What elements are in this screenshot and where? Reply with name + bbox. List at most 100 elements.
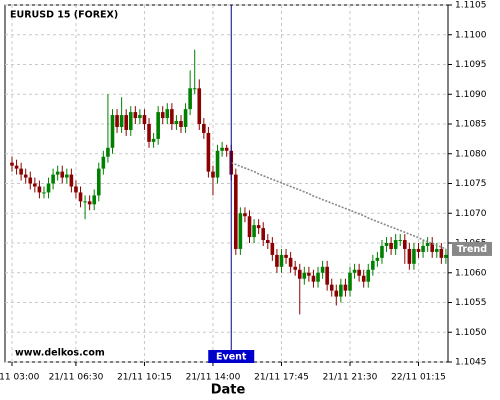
- candle-body: [142, 115, 147, 124]
- candle-body: [238, 213, 243, 249]
- candle-body: [243, 213, 247, 217]
- candle-body: [265, 240, 270, 243]
- y-tick-label: 1.1105: [455, 1, 487, 11]
- candle-body: [151, 138, 156, 142]
- candle-body: [28, 177, 33, 184]
- candle-body: [14, 165, 19, 169]
- candle-body: [316, 272, 320, 282]
- candle-body: [352, 269, 357, 273]
- candle-body: [325, 266, 329, 285]
- candle-body: [110, 115, 115, 148]
- y-tick-label: 1.1055: [455, 298, 487, 308]
- candle-body: [357, 269, 361, 276]
- candle-body: [124, 115, 128, 130]
- candle-body: [138, 115, 142, 119]
- y-tick-label: 1.1095: [455, 60, 487, 70]
- candle-body: [293, 266, 297, 270]
- candle-body: [416, 248, 421, 252]
- y-tick-label: 1.1075: [455, 179, 487, 189]
- candle-body: [297, 269, 302, 279]
- candle-body: [133, 112, 138, 119]
- candle-body: [247, 216, 252, 238]
- candle-body: [156, 112, 160, 139]
- candle-body: [160, 112, 165, 119]
- candle-body: [380, 245, 384, 258]
- candle-body: [275, 254, 279, 267]
- candle-body: [375, 257, 380, 261]
- candle-body: [439, 248, 444, 258]
- candle-body: [220, 147, 224, 151]
- candle-body: [434, 248, 439, 252]
- candle-body: [101, 156, 106, 169]
- candle-body: [288, 257, 293, 267]
- candle-body: [74, 186, 78, 193]
- candle-body: [389, 243, 393, 249]
- candle-body: [165, 109, 170, 119]
- x-tick-label: 21/11 14:00: [186, 373, 241, 383]
- candle-body: [202, 124, 206, 133]
- candle-body: [348, 272, 352, 291]
- x-tick-label: 21/11 17:45: [254, 373, 309, 383]
- candle-body: [425, 243, 430, 246]
- y-tick-label: 1.1070: [455, 209, 487, 219]
- candle-body: [307, 272, 311, 276]
- candle-body: [334, 290, 339, 297]
- candle-body: [55, 171, 60, 175]
- candle-body: [403, 240, 407, 249]
- candle-body: [430, 243, 435, 252]
- candle-body: [188, 88, 192, 110]
- candle-body: [444, 254, 448, 258]
- candle-body: [234, 174, 238, 249]
- y-tick-label: 1.1100: [455, 30, 487, 40]
- event-label-box: [208, 350, 255, 363]
- candle-body: [302, 272, 307, 279]
- y-tick-label: 1.1080: [455, 149, 487, 159]
- candle-body: [78, 192, 83, 202]
- trend-label-box: [452, 241, 492, 256]
- candle-body: [65, 174, 69, 178]
- candle-body: [183, 109, 188, 127]
- candle-body: [261, 228, 266, 241]
- candle-body: [384, 243, 389, 246]
- event-label: Event: [216, 352, 247, 363]
- y-tick-label: 1.1090: [455, 90, 487, 100]
- candle-body: [37, 186, 42, 193]
- y-tick-label: 1.1060: [455, 268, 487, 278]
- candle-body: [407, 248, 412, 264]
- x-tick-label: 21/11 03:00: [0, 373, 40, 383]
- candle-body: [115, 115, 119, 127]
- candle-body: [83, 201, 87, 203]
- candle-body: [42, 192, 46, 194]
- candle-body: [33, 183, 37, 187]
- chart-title: EURUSD 15 (FOREX): [10, 10, 118, 21]
- candle-body: [51, 174, 55, 184]
- candle-body: [192, 88, 197, 90]
- candle-body: [170, 109, 174, 124]
- candle-body: [320, 266, 325, 273]
- candle-body: [206, 132, 211, 172]
- candle-body: [343, 284, 348, 291]
- candle-body: [106, 147, 110, 157]
- y-tick-label: 1.1045: [455, 358, 487, 368]
- candle-body: [211, 171, 215, 178]
- y-tick-label: 1.1050: [455, 328, 487, 338]
- candle-body: [366, 269, 371, 282]
- candle-body: [421, 245, 425, 252]
- candle-body: [128, 112, 133, 130]
- candle-body: [69, 174, 74, 187]
- candle-body: [197, 88, 202, 124]
- candle-body: [329, 284, 334, 291]
- candle-body: [252, 225, 256, 238]
- candle-body: [147, 124, 151, 142]
- candle-body: [311, 275, 316, 282]
- candle-body: [96, 168, 101, 196]
- candle-body: [10, 162, 14, 166]
- candle-body: [215, 150, 220, 178]
- candle-body: [256, 225, 261, 229]
- candle-body: [46, 183, 51, 193]
- candle-body: [60, 171, 65, 178]
- candle-body: [412, 248, 416, 264]
- candle-body: [339, 284, 343, 297]
- candle-body: [393, 240, 398, 249]
